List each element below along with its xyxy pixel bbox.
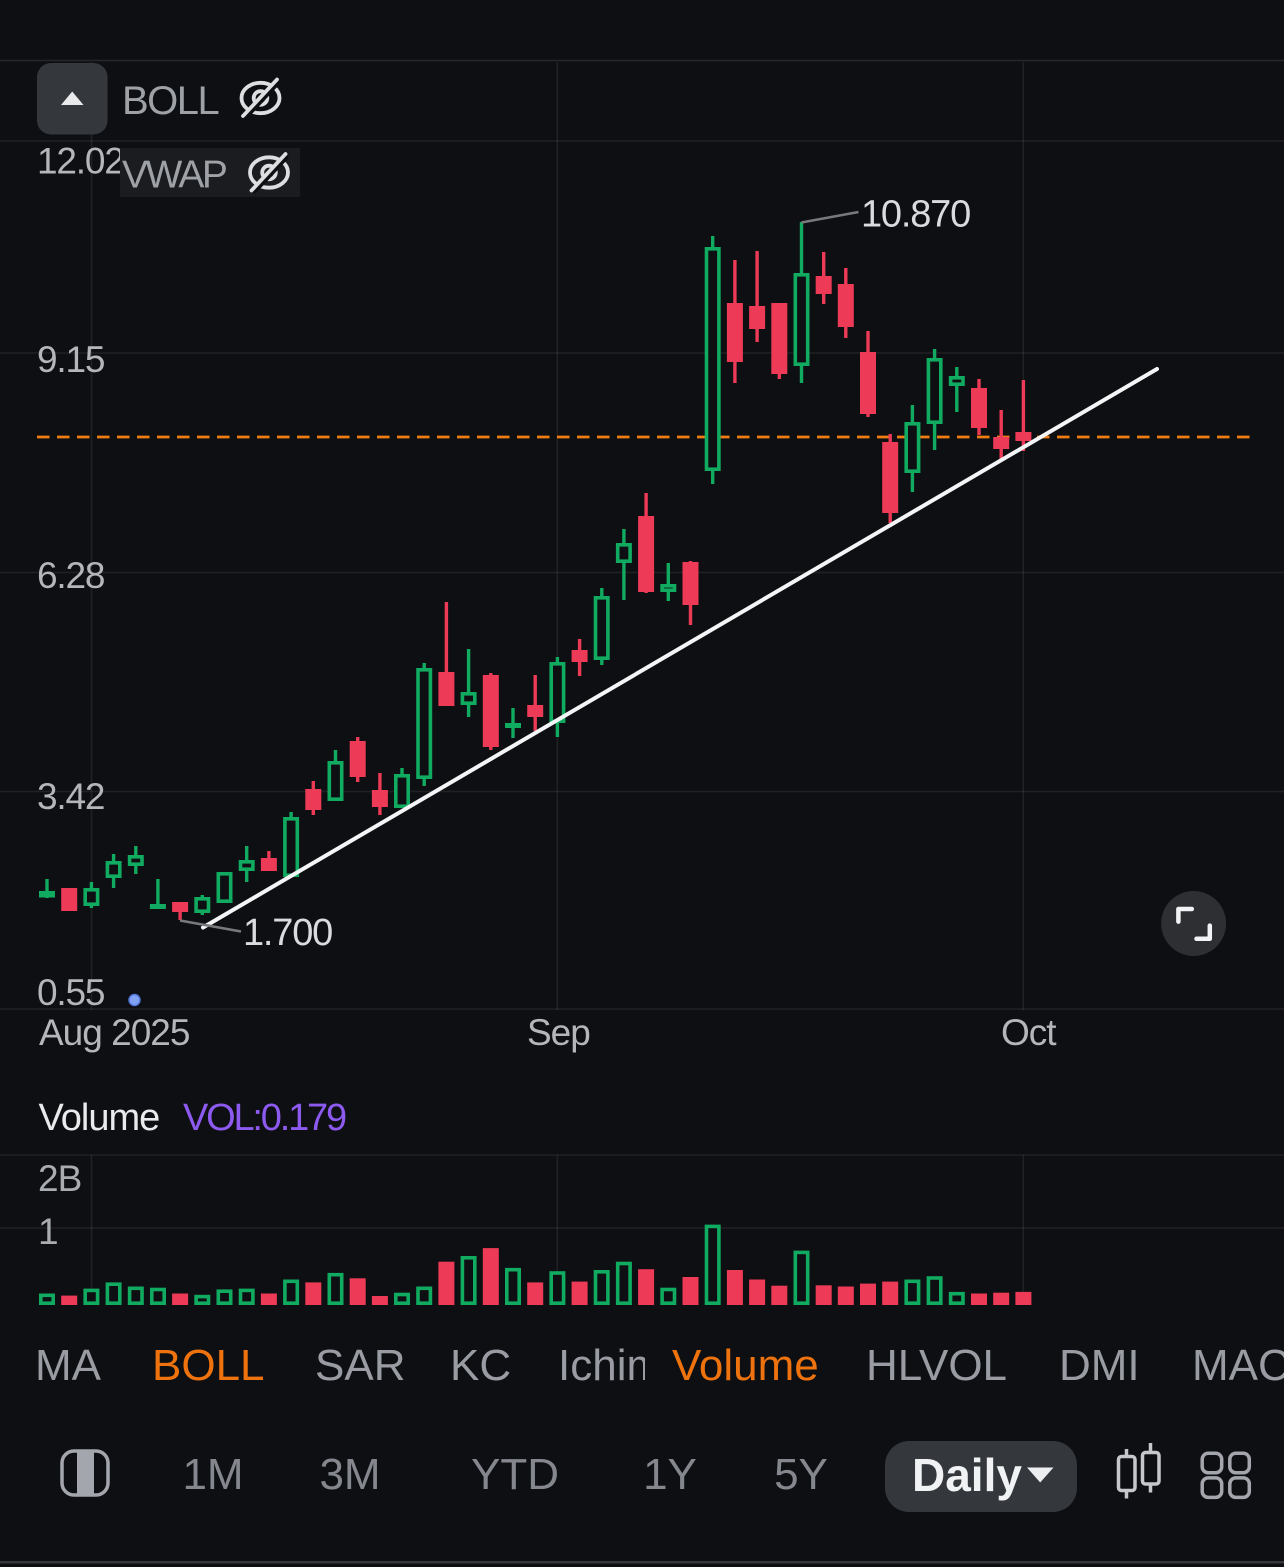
svg-text:KC: KC: [450, 1341, 511, 1390]
svg-text:HLVOL: HLVOL: [866, 1341, 1007, 1390]
svg-text:BOLL: BOLL: [152, 1341, 265, 1390]
svg-text:10.870: 10.870: [861, 194, 970, 236]
svg-text:Sep: Sep: [527, 1012, 590, 1053]
svg-text:1M: 1M: [182, 1450, 243, 1499]
svg-text:MACD: MACD: [1192, 1341, 1284, 1390]
svg-text:SAR: SAR: [315, 1341, 405, 1390]
svg-text:Daily: Daily: [912, 1449, 1022, 1501]
svg-text:0.55: 0.55: [37, 972, 105, 1013]
svg-text:6.28: 6.28: [37, 555, 104, 596]
svg-text:VOL:0.179: VOL:0.179: [183, 1097, 346, 1139]
svg-text:9.15: 9.15: [37, 339, 105, 380]
svg-text:YTD: YTD: [471, 1450, 559, 1499]
svg-text:VWAP: VWAP: [122, 154, 226, 197]
svg-text:1Y: 1Y: [643, 1450, 697, 1499]
svg-text:5Y: 5Y: [774, 1450, 828, 1499]
svg-text:3M: 3M: [319, 1450, 380, 1499]
svg-text:1: 1: [38, 1211, 59, 1252]
svg-text:Aug 2025: Aug 2025: [39, 1012, 190, 1053]
svg-text:12.02: 12.02: [37, 141, 124, 182]
svg-text:Volume: Volume: [39, 1097, 160, 1139]
svg-text:BOLL: BOLL: [122, 79, 219, 123]
svg-text:1.700: 1.700: [243, 912, 332, 954]
svg-text:2B: 2B: [38, 1158, 81, 1199]
svg-text:Oct: Oct: [1001, 1012, 1057, 1053]
svg-text:3.42: 3.42: [37, 776, 104, 817]
svg-text:MA: MA: [35, 1341, 102, 1390]
svg-text:Volume: Volume: [672, 1341, 819, 1390]
svg-text:DMI: DMI: [1059, 1341, 1140, 1390]
